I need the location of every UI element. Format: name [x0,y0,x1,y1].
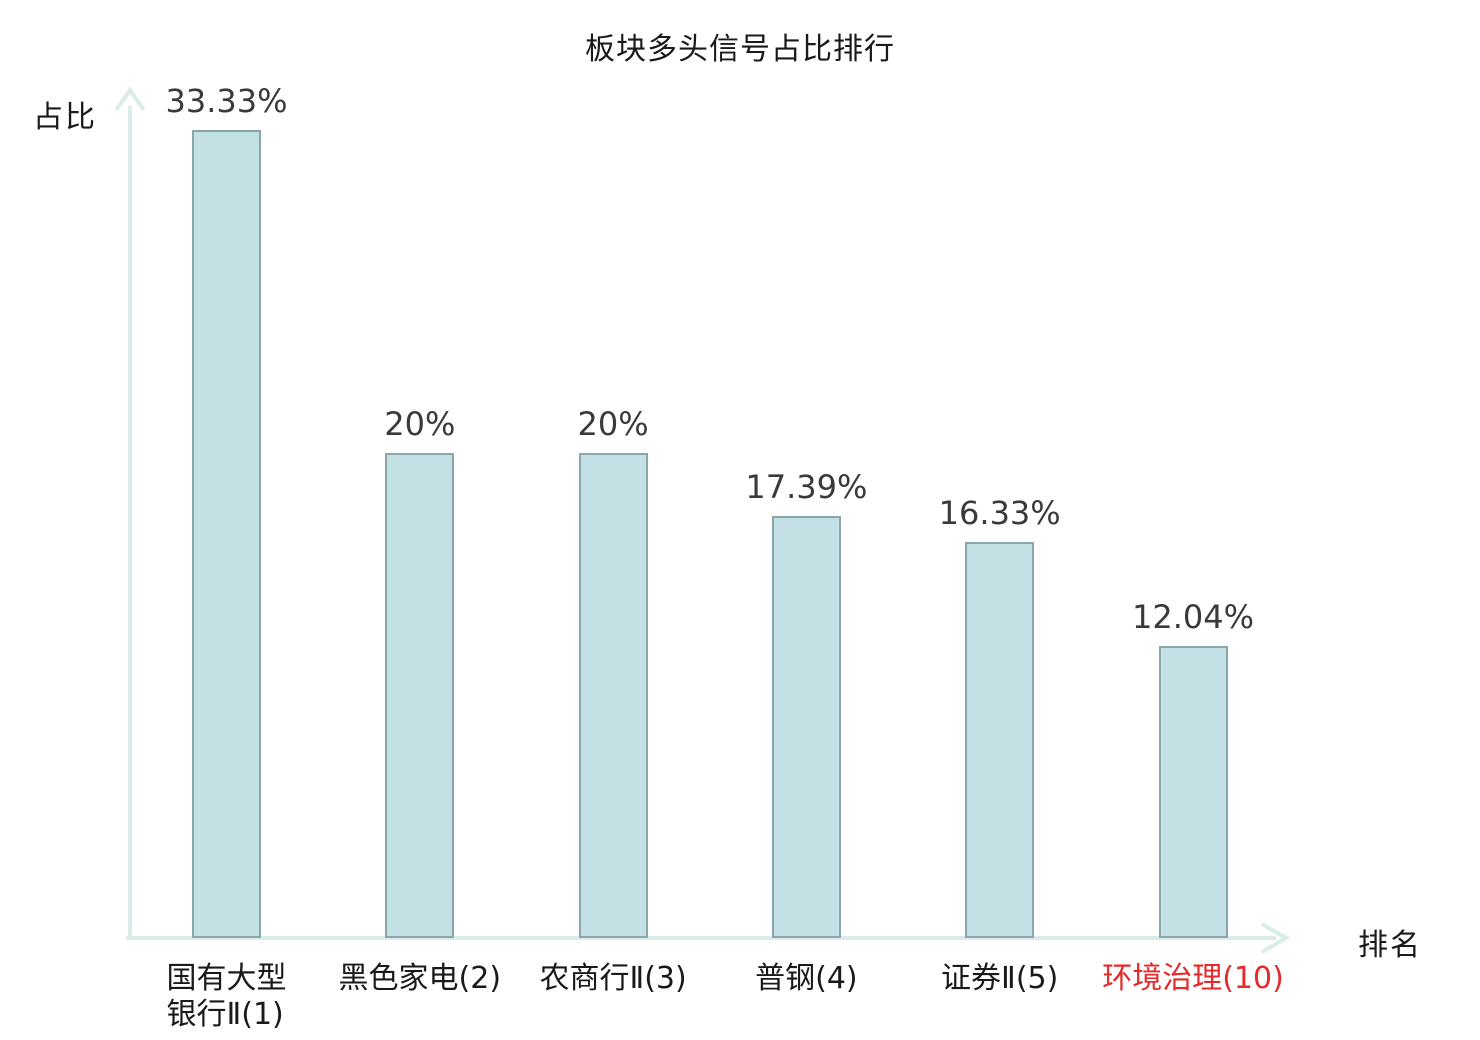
category-label: 普钢(4) [755,961,858,996]
y-axis-arrowhead-icon [114,86,146,112]
category-label: 农商行Ⅱ(3) [539,961,687,996]
bar-value-label: 20% [384,405,456,444]
bar-value-label: 12.04% [1131,598,1255,637]
bar-value-label: 16.33% [938,494,1061,533]
y-axis-label: 占比 [33,100,97,135]
x-axis-arrowhead-icon [1260,922,1290,954]
bar [771,516,841,938]
bar-value-label: 17.39% [745,468,868,507]
category-label: 证券Ⅱ(5) [941,961,1059,996]
bar-value-label: 33.33% [165,82,288,120]
bar [578,453,648,938]
x-axis-label: 排名 [1358,928,1422,963]
category-label: 国有大型 银行Ⅱ(1) [166,961,287,1032]
bar [192,130,261,938]
bar [1158,646,1228,938]
chart-title: 板块多头信号占比排行 [585,32,895,67]
bar [385,453,455,938]
bar-value-label: 20% [577,405,649,444]
bar [965,542,1035,938]
category-label: 环境治理(10) [1102,961,1284,996]
category-label: 黑色家电(2) [338,961,502,996]
